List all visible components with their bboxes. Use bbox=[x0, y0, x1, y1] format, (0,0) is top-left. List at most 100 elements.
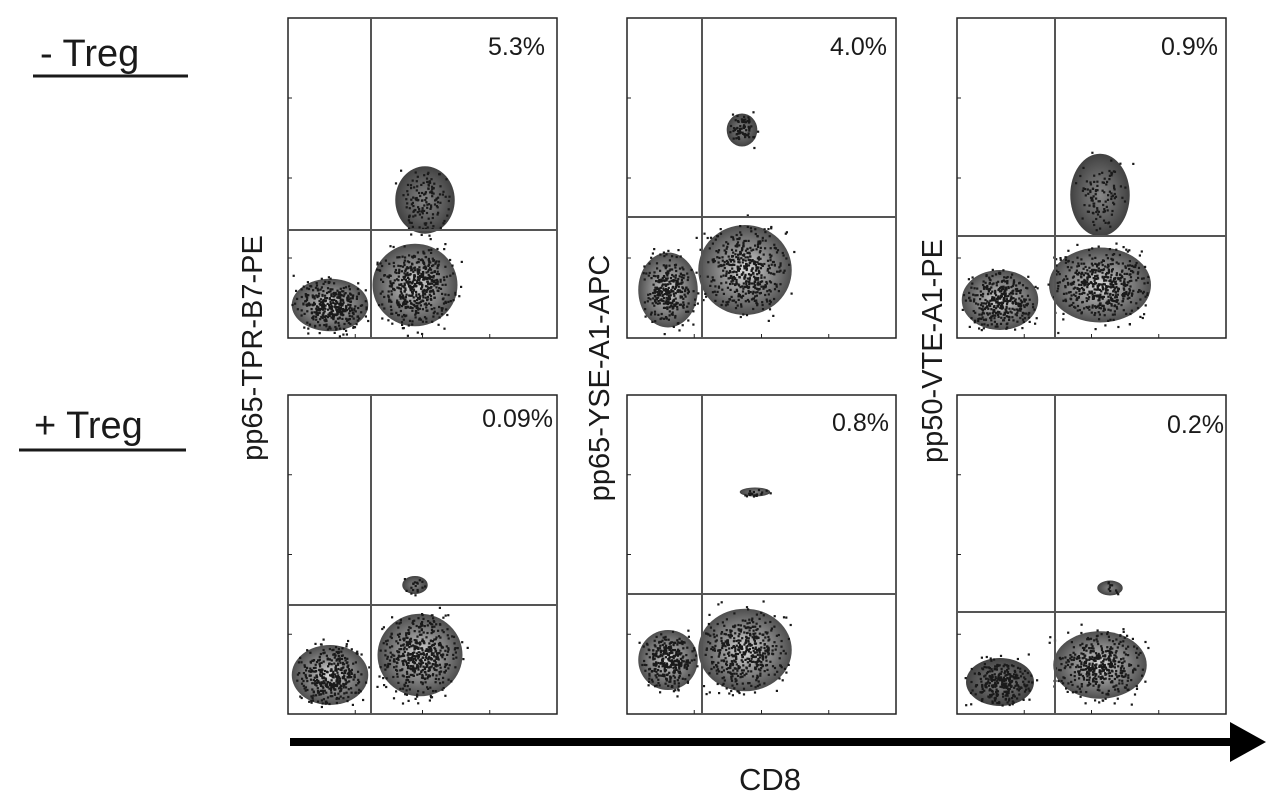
event-dot bbox=[436, 247, 439, 251]
event-dot bbox=[428, 656, 431, 659]
event-dot bbox=[306, 303, 309, 306]
event-dot bbox=[1005, 295, 1009, 298]
event-dot bbox=[403, 578, 406, 581]
event-dot bbox=[322, 686, 325, 689]
event-dot bbox=[1015, 680, 1018, 683]
event-dot bbox=[405, 206, 408, 209]
event-dot bbox=[416, 251, 419, 254]
event-dot bbox=[736, 267, 739, 270]
event-dot bbox=[406, 271, 409, 274]
event-dot bbox=[686, 278, 689, 282]
event-dot bbox=[1007, 691, 1010, 694]
event-dot bbox=[762, 639, 765, 642]
event-dot bbox=[1123, 278, 1126, 281]
event-dot bbox=[758, 632, 761, 635]
event-dot bbox=[762, 600, 765, 603]
event-dot bbox=[414, 584, 417, 588]
event-dot bbox=[736, 690, 739, 693]
event-dot bbox=[672, 660, 675, 663]
event-dot bbox=[1081, 301, 1084, 304]
event-dot bbox=[1108, 190, 1111, 193]
event-dot bbox=[304, 689, 307, 692]
event-dot bbox=[428, 260, 431, 263]
event-dot bbox=[754, 647, 757, 650]
event-dot bbox=[1086, 272, 1089, 275]
event-dot bbox=[350, 648, 353, 651]
event-dot bbox=[686, 292, 689, 295]
event-dot bbox=[734, 650, 737, 653]
event-dot bbox=[732, 645, 735, 648]
event-dot bbox=[668, 651, 671, 655]
event-dot bbox=[983, 665, 986, 669]
event-dot bbox=[322, 648, 325, 652]
event-dot bbox=[1135, 302, 1138, 305]
event-dot bbox=[1132, 271, 1135, 274]
event-dot bbox=[695, 236, 698, 239]
event-dot bbox=[440, 307, 443, 310]
event-dot bbox=[1111, 285, 1114, 288]
event-dot bbox=[726, 303, 729, 306]
event-dot bbox=[1083, 262, 1086, 265]
event-dot bbox=[729, 282, 732, 286]
event-dot bbox=[1097, 295, 1100, 298]
event-dot bbox=[679, 672, 682, 675]
event-dot bbox=[330, 679, 333, 682]
event-dot bbox=[422, 296, 425, 299]
event-dot bbox=[1016, 320, 1019, 323]
event-dot bbox=[329, 277, 332, 280]
event-dot bbox=[779, 664, 782, 667]
dot-plot-panels bbox=[287, 17, 1227, 715]
event-dot bbox=[707, 622, 710, 626]
event-dot bbox=[764, 636, 767, 639]
event-dot bbox=[362, 698, 365, 702]
event-dot bbox=[779, 283, 782, 286]
event-dot bbox=[1089, 196, 1093, 199]
event-dot bbox=[1011, 697, 1014, 700]
event-dot bbox=[773, 288, 777, 291]
event-dot bbox=[683, 666, 686, 669]
event-dot bbox=[404, 305, 407, 309]
event-dot bbox=[1083, 292, 1086, 295]
event-dot bbox=[406, 636, 409, 639]
event-dot bbox=[1139, 290, 1142, 293]
event-dot bbox=[1117, 262, 1120, 265]
event-dot bbox=[744, 239, 747, 242]
event-dot bbox=[1115, 286, 1118, 289]
event-dot bbox=[347, 688, 350, 691]
event-dot bbox=[441, 688, 444, 691]
event-dot bbox=[337, 654, 340, 658]
event-dot bbox=[321, 316, 324, 320]
event-dot bbox=[348, 669, 351, 673]
event-dot bbox=[408, 261, 411, 264]
event-dot bbox=[1019, 675, 1023, 678]
event-dot bbox=[673, 682, 676, 685]
event-dot bbox=[678, 637, 681, 640]
event-dot bbox=[324, 280, 327, 283]
event-dot bbox=[662, 293, 665, 296]
event-dot bbox=[981, 687, 984, 690]
event-dot bbox=[682, 303, 685, 306]
event-dot bbox=[721, 288, 724, 291]
event-dot bbox=[664, 635, 667, 638]
event-dot bbox=[991, 674, 994, 677]
event-dot bbox=[431, 626, 434, 629]
event-dot bbox=[754, 295, 757, 298]
event-dot bbox=[406, 183, 410, 186]
event-dot bbox=[394, 268, 397, 272]
event-dot bbox=[677, 670, 680, 673]
event-dot bbox=[1103, 208, 1106, 211]
event-dot bbox=[1107, 295, 1110, 298]
event-dot bbox=[425, 636, 428, 639]
event-dot bbox=[752, 660, 755, 663]
event-dot bbox=[671, 663, 674, 666]
event-dot bbox=[1102, 295, 1105, 298]
event-dot bbox=[690, 659, 693, 662]
event-dot bbox=[767, 293, 770, 296]
event-dot bbox=[661, 643, 664, 647]
event-dot bbox=[406, 679, 410, 682]
event-dot bbox=[722, 660, 726, 663]
event-dot bbox=[1088, 292, 1091, 295]
event-dot bbox=[302, 672, 305, 675]
event-dot bbox=[1066, 277, 1069, 280]
event-dot bbox=[687, 276, 690, 279]
